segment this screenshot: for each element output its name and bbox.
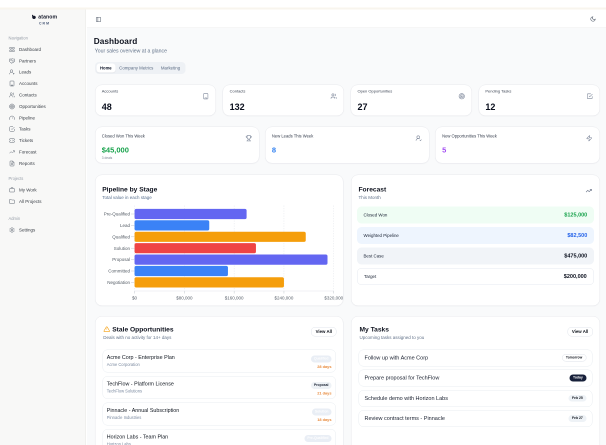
- svg-text:Solution: Solution: [113, 246, 130, 251]
- svg-text:$80,000: $80,000: [176, 295, 193, 300]
- svg-text:$160,000: $160,000: [225, 295, 244, 300]
- svg-text:Proposal: Proposal: [112, 257, 130, 262]
- svg-text:$0: $0: [132, 295, 138, 300]
- svg-text:$320,000: $320,000: [324, 295, 343, 300]
- svg-text:Pre-Qualified: Pre-Qualified: [103, 211, 130, 216]
- svg-text:Committed: Committed: [108, 268, 130, 273]
- svg-text:Lead: Lead: [120, 223, 131, 228]
- svg-text:Qualified: Qualified: [112, 234, 130, 239]
- svg-text:$240,000: $240,000: [274, 295, 293, 300]
- svg-text:Negotiation: Negotiation: [107, 280, 130, 285]
